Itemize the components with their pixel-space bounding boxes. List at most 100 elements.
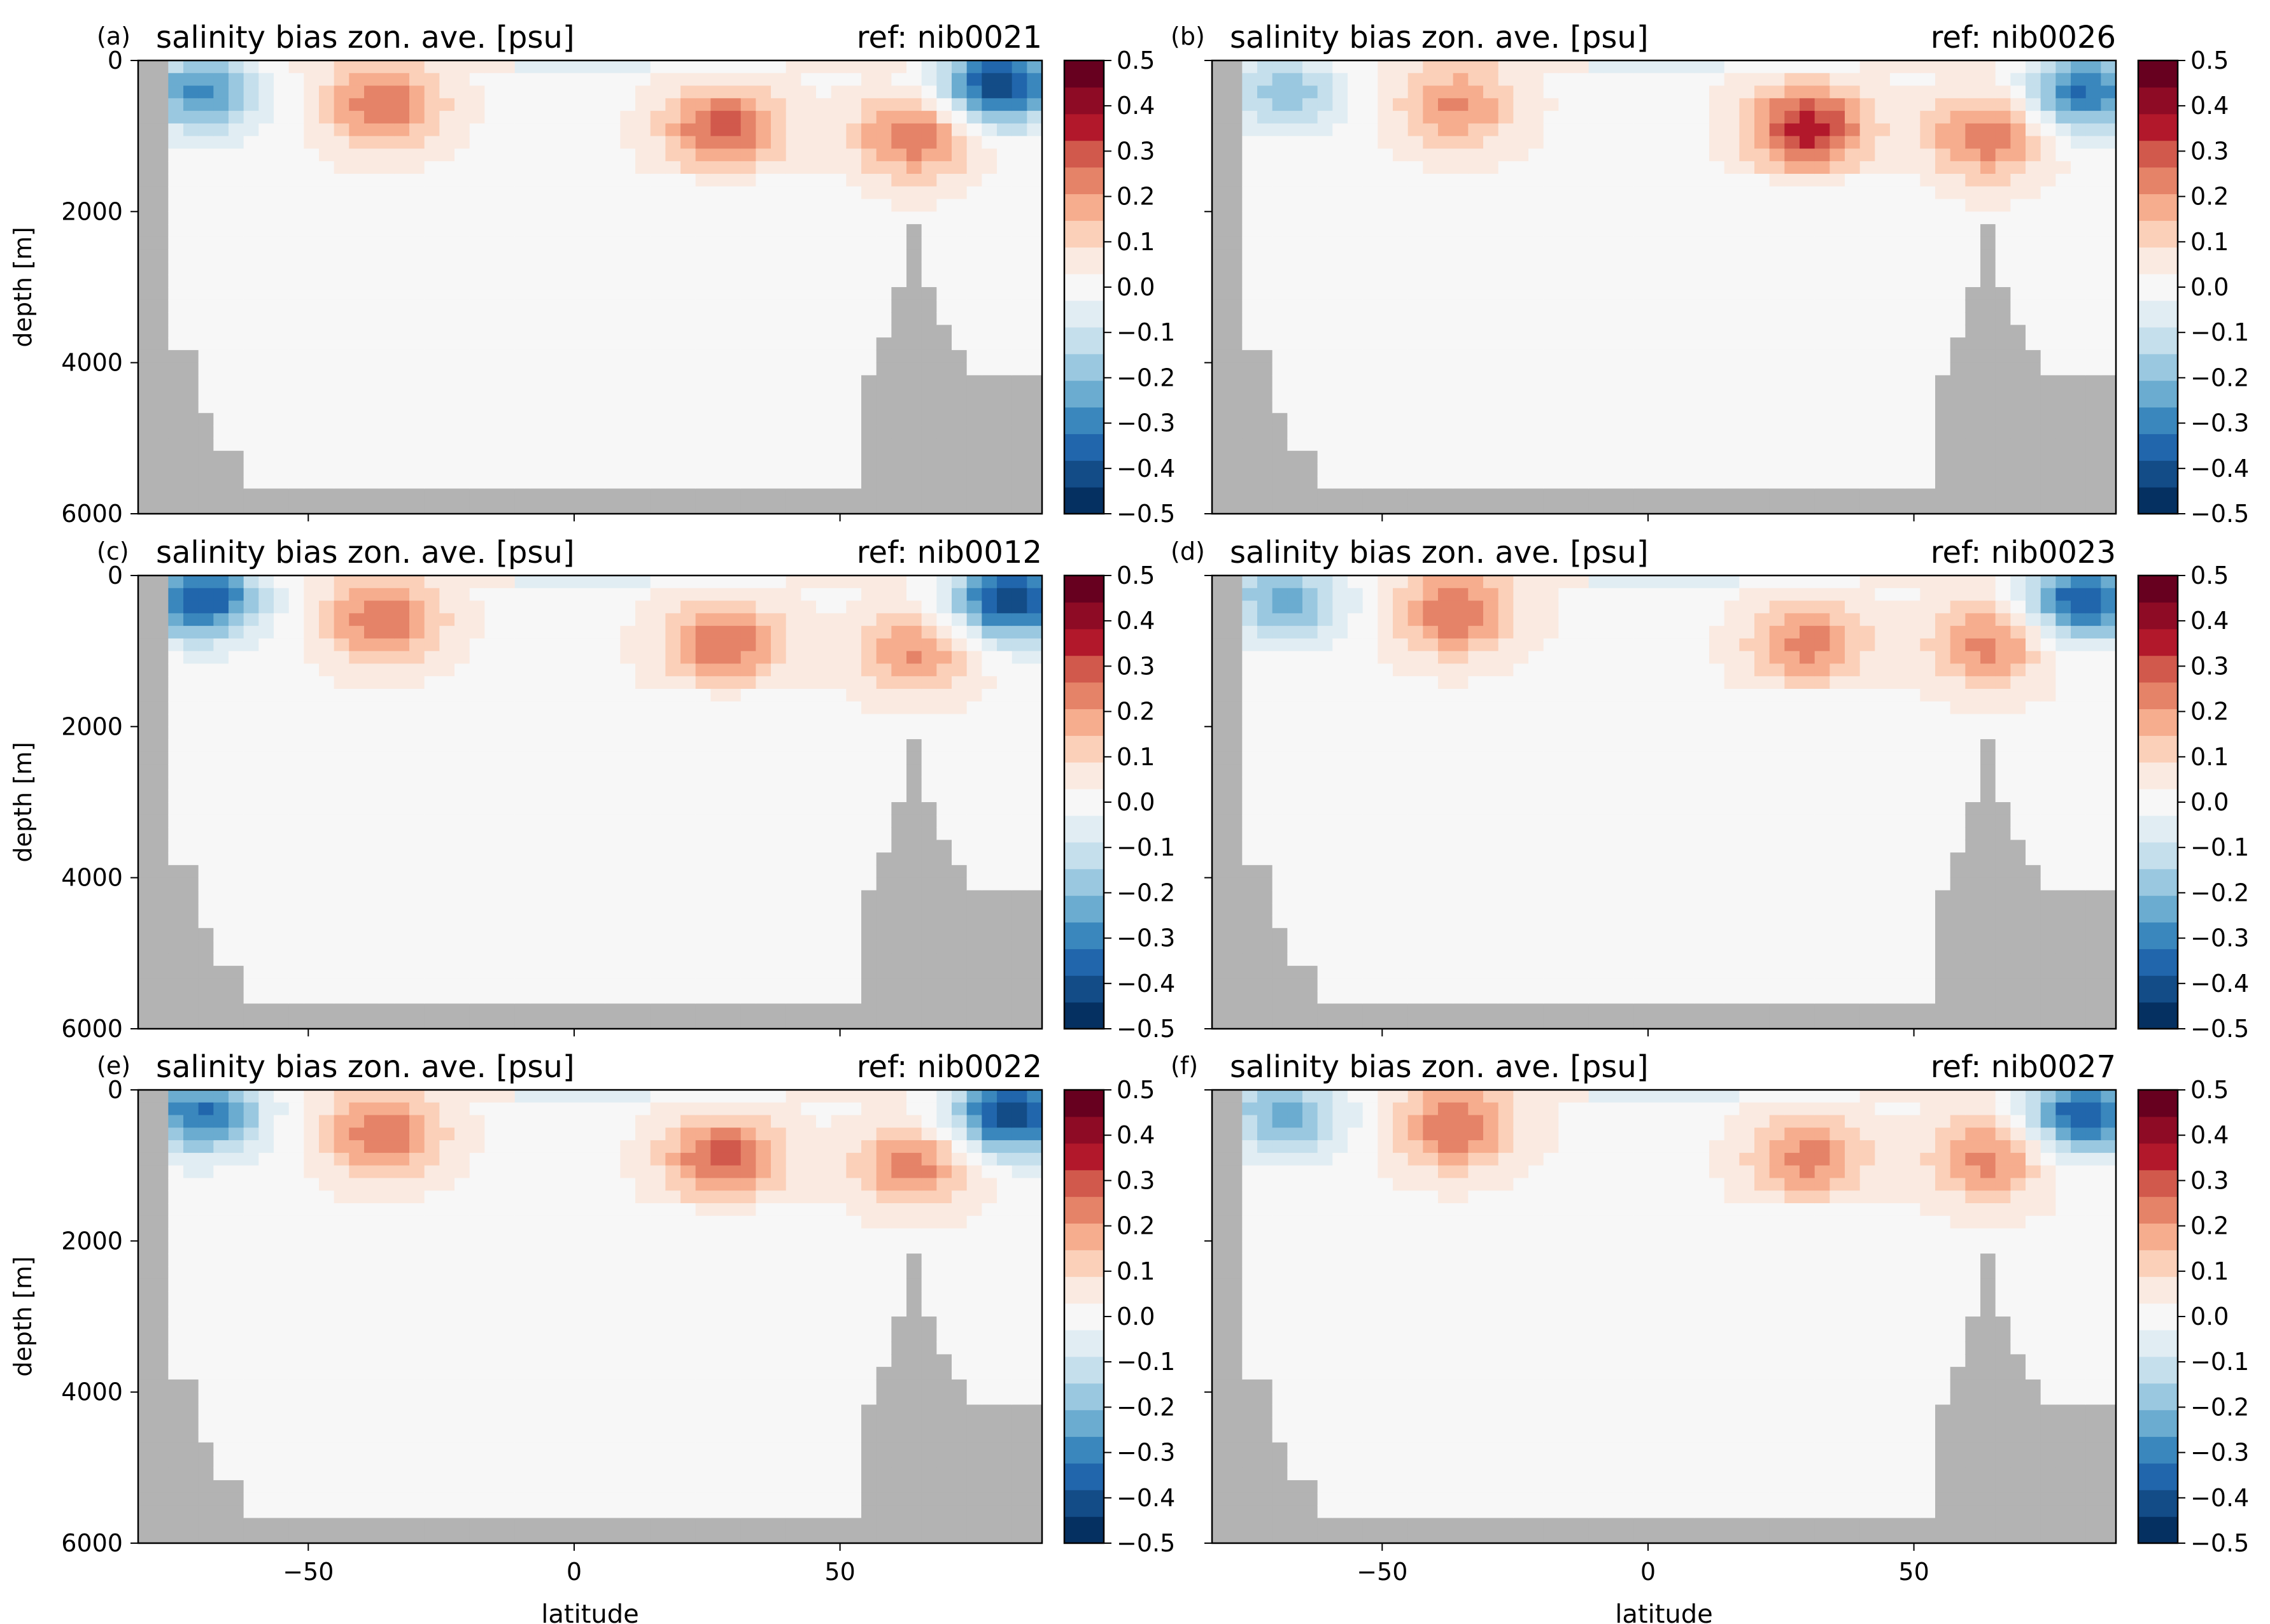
heatmap-cell <box>288 940 304 954</box>
heatmap-cell <box>605 425 621 439</box>
heatmap-cell <box>936 73 952 87</box>
heatmap-cell <box>304 337 320 351</box>
heatmap-cell <box>1574 123 1590 137</box>
heatmap-cell <box>1574 274 1590 288</box>
heatmap-cell <box>1694 60 1710 74</box>
heatmap-cell <box>1453 463 1469 477</box>
heatmap-cell <box>1619 312 1635 325</box>
heatmap-cell <box>771 476 787 490</box>
heatmap-cell <box>1845 73 1861 87</box>
heatmap-cell <box>1664 186 1680 200</box>
heatmap-cell <box>288 211 304 225</box>
heatmap-cell <box>2085 211 2101 225</box>
heatmap-cell <box>1829 312 1845 325</box>
heatmap-cell <box>198 1003 214 1017</box>
heatmap-cell <box>680 337 696 351</box>
heatmap-cell <box>620 425 636 439</box>
heatmap-cell <box>1453 249 1469 263</box>
heatmap-cell <box>1227 174 1243 187</box>
heatmap-cell <box>1242 287 1258 300</box>
heatmap-cell <box>1965 85 1981 99</box>
heatmap-cell <box>1483 287 1499 300</box>
heatmap-cell <box>409 451 425 464</box>
heatmap-cell <box>1027 312 1043 325</box>
heatmap-cell <box>1649 312 1665 325</box>
heatmap-cell <box>1859 350 1875 364</box>
heatmap-cell <box>349 136 365 150</box>
heatmap-cell <box>153 488 169 502</box>
heatmap-cell <box>1287 123 1303 137</box>
heatmap-cell <box>274 739 290 752</box>
heatmap-cell <box>243 186 259 200</box>
heatmap-cell <box>1453 299 1469 313</box>
heatmap-cell <box>319 739 335 752</box>
heatmap-cell <box>455 262 470 275</box>
heatmap-cell <box>726 60 742 74</box>
heatmap-cell <box>288 663 304 677</box>
heatmap-cell <box>1272 211 1288 225</box>
heatmap-cell <box>1784 451 1800 464</box>
heatmap-cell <box>1588 375 1604 388</box>
heatmap-cell <box>153 663 169 677</box>
heatmap-cell <box>2055 325 2071 338</box>
heatmap-cell <box>1709 98 1725 111</box>
heatmap-cell <box>1287 413 1303 427</box>
heatmap-cell <box>1468 211 1484 225</box>
heatmap-cell <box>846 123 862 137</box>
heatmap-cell <box>1784 325 1800 338</box>
heatmap-cell <box>620 186 636 200</box>
heatmap-cell <box>1814 224 1830 237</box>
heatmap-cell <box>921 451 937 464</box>
heatmap-cell <box>364 375 380 388</box>
heatmap-cell <box>514 161 530 174</box>
heatmap-cell <box>183 174 199 187</box>
heatmap-cell <box>334 613 349 626</box>
heatmap-cell <box>455 236 470 250</box>
heatmap-cell <box>1287 501 1303 514</box>
heatmap-cell <box>891 312 907 325</box>
heatmap-cell <box>349 978 365 992</box>
heatmap-cell <box>334 337 349 351</box>
heatmap-cell <box>213 199 229 212</box>
heatmap-cell <box>334 211 349 225</box>
colorbar-tick-label: −0.1 <box>2190 318 2249 346</box>
heatmap-cell <box>484 174 500 187</box>
heatmap-cell <box>288 739 304 752</box>
heatmap-cell <box>288 1016 304 1029</box>
heatmap-cell <box>500 451 516 464</box>
heatmap-cell <box>394 476 410 490</box>
heatmap-cell <box>1012 299 1027 313</box>
heatmap-cell <box>1558 161 1574 174</box>
heatmap-cell <box>876 174 892 187</box>
heatmap-cell <box>1393 463 1409 477</box>
heatmap-cell <box>213 274 229 288</box>
heatmap-cell <box>1483 148 1499 162</box>
heatmap-cell <box>1027 413 1043 427</box>
heatmap-cell <box>1528 111 1544 124</box>
heatmap-cell <box>229 224 244 237</box>
heatmap-cell <box>1890 274 1906 288</box>
heatmap-cell <box>575 299 591 313</box>
heatmap-cell <box>455 274 470 288</box>
heatmap-cell <box>2101 425 2117 439</box>
heatmap-cell <box>1558 488 1574 502</box>
heatmap-cell <box>560 85 575 99</box>
heatmap-cell <box>1649 325 1665 338</box>
heatmap-cell <box>1920 73 1936 87</box>
heatmap-cell <box>575 73 591 87</box>
heatmap-cell <box>816 98 832 111</box>
heatmap-cell <box>2085 400 2101 414</box>
heatmap-cell <box>1784 476 1800 490</box>
heatmap-cell <box>1423 186 1439 200</box>
heatmap-cell <box>952 224 968 237</box>
heatmap-cell <box>906 136 922 150</box>
heatmap-cell <box>439 299 455 313</box>
heatmap-cell <box>153 600 169 614</box>
heatmap-cell <box>288 111 304 124</box>
heatmap-cell <box>1438 249 1454 263</box>
heatmap-cell <box>1679 274 1695 288</box>
heatmap-cell <box>455 350 470 364</box>
heatmap-cell <box>349 638 365 652</box>
heatmap-cell <box>1905 488 1921 502</box>
heatmap-cell <box>1875 375 1891 388</box>
